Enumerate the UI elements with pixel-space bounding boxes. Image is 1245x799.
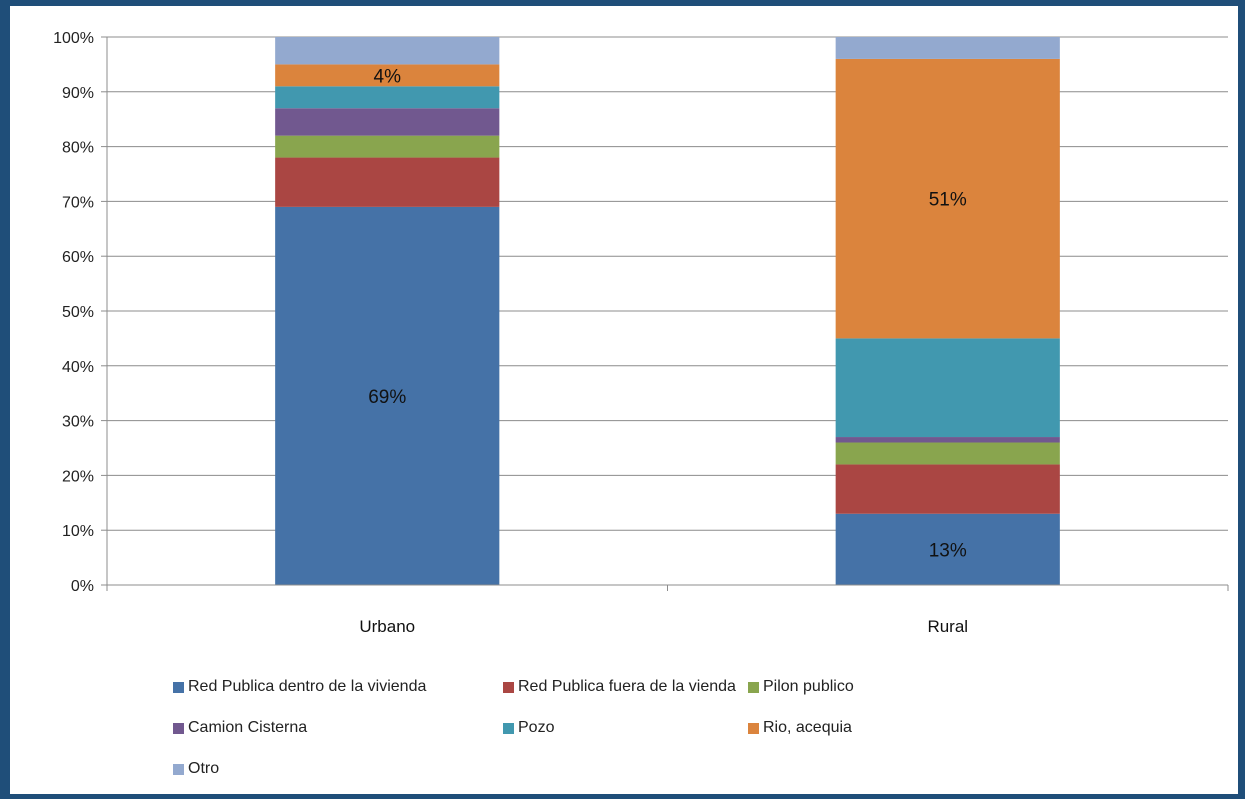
data-label: 69% — [368, 387, 406, 408]
bar-segment — [835, 464, 1060, 514]
legend-swatch — [748, 722, 759, 734]
bar-segment — [275, 64, 500, 87]
bar-segment — [275, 37, 500, 65]
legend-label: Pozo — [518, 719, 555, 736]
y-tick-label: 30% — [62, 414, 94, 431]
y-tick-label: 70% — [62, 194, 94, 211]
legend-item: Pilon publico — [748, 678, 854, 696]
bar-segment — [275, 157, 500, 207]
x-tick-label: Rural — [927, 617, 968, 636]
legend: Red Publica dentro de la vivienda Red Pub… — [173, 678, 1073, 788]
bar-segment — [835, 437, 1060, 443]
y-tick-label: 20% — [62, 468, 94, 485]
legend-swatch — [748, 681, 759, 693]
bar-segment — [275, 135, 500, 158]
legend-swatch — [173, 763, 184, 775]
legend-label: Rio, acequia — [763, 719, 852, 736]
legend-swatch — [503, 681, 514, 693]
bar-segment — [835, 338, 1060, 438]
y-tick-label: 90% — [62, 85, 94, 102]
y-tick-label: 80% — [62, 140, 94, 157]
legend-swatch — [173, 681, 184, 693]
legend-item: Otro — [173, 760, 219, 778]
legend-label: Pilon publico — [763, 678, 854, 695]
bar-segment — [835, 442, 1060, 465]
chart-frame: 0% 10% 20% 30% 40% 50% 60% 70% 80% 90% 100% 69% 4% Ur… — [10, 6, 1238, 794]
data-label: 13% — [929, 540, 967, 561]
legend-item: Rio, acequia — [748, 719, 852, 737]
bar-segment — [835, 58, 1060, 339]
labels: 0% 10% 20% 30% 40% 50% 60% 70% 80% 90% 100% 69% 4% Ur… — [53, 30, 968, 636]
bar-segment — [275, 206, 500, 585]
legend-item: Pozo — [503, 719, 554, 737]
axes — [101, 36, 1229, 591]
bar-segment — [275, 86, 500, 109]
bar-segment — [275, 108, 500, 136]
legend-label: Otro — [188, 760, 220, 777]
y-tick-label: 40% — [62, 359, 94, 376]
stacked-bar-chart: 0% 10% 20% 30% 40% 50% 60% 70% 80% 90% 100% 69% 4% Ur… — [53, 30, 1229, 636]
y-tick-label: 60% — [62, 249, 94, 266]
legend-item: Red Publica fuera de la vienda — [503, 678, 736, 696]
legend-item: Red Publica dentro de la vivienda — [173, 678, 426, 696]
y-tick-label: 100% — [53, 30, 94, 47]
legend-swatch — [173, 722, 184, 734]
legend-item: Camion Cisterna — [173, 719, 307, 737]
legend-label: Camion Cisterna — [188, 719, 308, 736]
bar-segment — [835, 37, 1060, 59]
y-tick-label: 10% — [62, 523, 94, 540]
data-label: 4% — [374, 66, 402, 87]
x-tick-label: Urbano — [359, 617, 415, 636]
data-label: 51% — [929, 190, 967, 211]
y-tick-label: 50% — [62, 304, 94, 321]
y-tick-label: 0% — [71, 578, 94, 595]
bar-segment — [835, 513, 1060, 585]
legend-label: Red Publica dentro de la vivienda — [188, 678, 427, 695]
legend-swatch — [503, 722, 514, 734]
bars — [275, 37, 1060, 585]
legend-label: Red Publica fuera de la vienda — [518, 678, 736, 695]
